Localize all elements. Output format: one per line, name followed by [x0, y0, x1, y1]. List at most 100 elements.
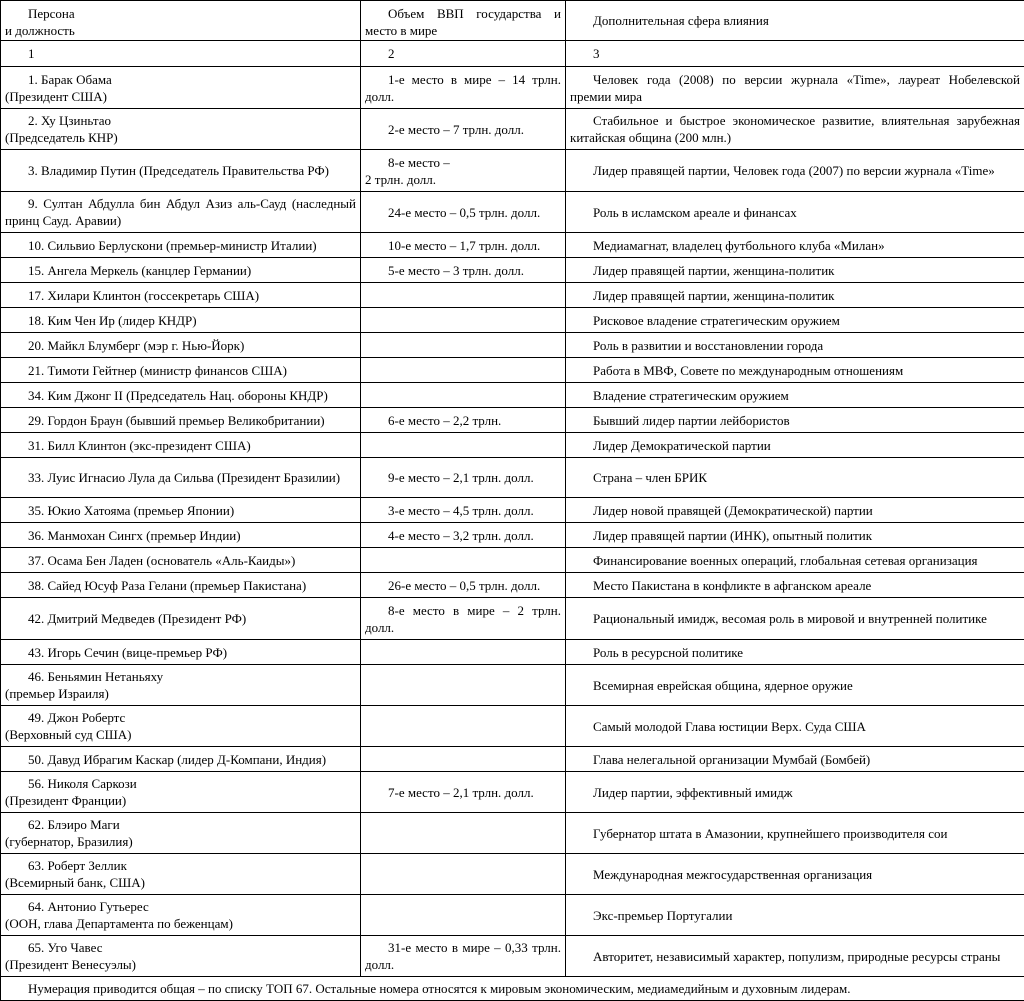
column-number: 1 — [1, 41, 361, 67]
footnote: Нумерация приводится общая – по списку Т… — [1, 977, 1024, 1001]
influence-cell: Работа в МВФ, Совете по международным от… — [566, 358, 1024, 383]
person-cell: 49. Джон Робертс (Верховный суд США) — [1, 706, 361, 747]
gdp-cell — [361, 640, 566, 665]
table-row: 20. Майкл Блумберг (мэр г. Нью-Йорк) Роль… — [1, 333, 1024, 358]
person-cell: 15. Ангела Меркель (канцлер Германии) — [1, 258, 361, 283]
table-row: 18. Ким Чен Ир (лидер КНДР) Рисковое влад… — [1, 308, 1024, 333]
influence-cell: Авторитет, независимый характер, популиз… — [566, 936, 1024, 977]
influence-cell: Финансирование военных операций, глобаль… — [566, 548, 1024, 573]
influence-cell: Лидер правящей партии, женщина-политик — [566, 283, 1024, 308]
table-row: 63. Роберт Зеллик (Всемирный банк, США) М… — [1, 854, 1024, 895]
influence-cell: Владение стратегическим оружием — [566, 383, 1024, 408]
person-cell: 18. Ким Чен Ир (лидер КНДР) — [1, 308, 361, 333]
influence-cell: Всемирная еврейская община, ядерное оруж… — [566, 665, 1024, 706]
gdp-cell — [361, 548, 566, 573]
header-cell: Объем ВВП государства и место в мире — [361, 1, 566, 41]
table-row: 56. Николя Саркози (Президент Франции)7-… — [1, 772, 1024, 813]
influence-cell: Роль в ресурсной политике — [566, 640, 1024, 665]
table-row: 29. Гордон Браун (бывший премьер Великоб… — [1, 408, 1024, 433]
gdp-cell — [361, 706, 566, 747]
table-row: 34. Ким Джонг II (Председатель Нац. обор… — [1, 383, 1024, 408]
gdp-cell: 2-е место – 7 трлн. долл. — [361, 109, 566, 150]
column-number-row: 1 2 3 — [1, 41, 1024, 67]
person-cell: 21. Тимоти Гейтнер (министр финансов США… — [1, 358, 361, 383]
gdp-cell: 8-е место в мире – 2 трлн. долл. — [361, 598, 566, 640]
person-cell: 36. Манмохан Сингх (премьер Индии) — [1, 523, 361, 548]
table-row: 31. Билл Клинтон (экс-президент США) Лиде… — [1, 433, 1024, 458]
person-cell: 42. Дмитрий Медведев (Президент РФ) — [1, 598, 361, 640]
gdp-cell: 5-е место – 3 трлн. долл. — [361, 258, 566, 283]
gdp-cell — [361, 665, 566, 706]
person-cell: 38. Сайед Юсуф Раза Гелани (премьер Паки… — [1, 573, 361, 598]
gdp-cell: 1-е место в мире – 14 трлн. долл. — [361, 67, 566, 109]
column-number: 3 — [566, 41, 1024, 67]
gdp-cell — [361, 854, 566, 895]
table-row: 43. Игорь Сечин (вице-премьер РФ)Роль в … — [1, 640, 1024, 665]
person-cell: 31. Билл Клинтон (экс-президент США) — [1, 433, 361, 458]
person-cell: 1. Барак Обама (Президент США) — [1, 67, 361, 109]
gdp-cell: 10-е место – 1,7 трлн. долл. — [361, 233, 566, 258]
gdp-cell — [361, 308, 566, 333]
influence-cell: Международная межгосударственная организ… — [566, 854, 1024, 895]
influence-cell: Экс-премьер Португалии — [566, 895, 1024, 936]
influence-cell: Рисковое владение стратегическим оружием — [566, 308, 1024, 333]
gdp-cell — [361, 895, 566, 936]
person-cell: 35. Юкио Хатояма (премьер Японии) — [1, 498, 361, 523]
person-cell: 46. Беньямин Нетаньяху (премьер Израиля) — [1, 665, 361, 706]
gdp-cell — [361, 383, 566, 408]
table-row: 15. Ангела Меркель (канцлер Германии)5-е… — [1, 258, 1024, 283]
column-number: 2 — [361, 41, 566, 67]
table-row: 62. Блэиро Маги (губернатор, Бразилия)Гу… — [1, 813, 1024, 854]
gdp-cell: 8-е место – 2 трлн. долл. — [361, 150, 566, 192]
influence-cell: Бывший лидер партии лейбористов — [566, 408, 1024, 433]
person-cell: 20. Майкл Блумберг (мэр г. Нью-Йорк) — [1, 333, 361, 358]
gdp-cell: 4-е место – 3,2 трлн. долл. — [361, 523, 566, 548]
gdp-cell — [361, 333, 566, 358]
table-row: 36. Манмохан Сингх (премьер Индии)4-е ме… — [1, 523, 1024, 548]
influence-cell: Лидер новой правящей (Демократической) п… — [566, 498, 1024, 523]
influence-cell: Рациональный имидж, весомая роль в миров… — [566, 598, 1024, 640]
table-row: 17. Хилари Клинтон (госсекретарь США) Лид… — [1, 283, 1024, 308]
person-cell: 33. Луис Игнасио Лула да Сильва (Президе… — [1, 458, 361, 498]
table-row: 49. Джон Робертс (Верховный суд США)Самы… — [1, 706, 1024, 747]
person-cell: 37. Осама Бен Ладен (основатель «Аль-Каи… — [1, 548, 361, 573]
header-row: Персона и должность Объем ВВП государств… — [1, 1, 1024, 41]
header-cell: Персона и должность — [1, 1, 361, 41]
influence-cell: Медиамагнат, владелец футбольного клуба … — [566, 233, 1024, 258]
gdp-cell: 24-е место – 0,5 трлн. долл. — [361, 192, 566, 233]
gdp-cell — [361, 283, 566, 308]
table-row: 65. Уго Чавес (Президент Венесуэлы)31-е … — [1, 936, 1024, 977]
person-cell: 50. Давуд Ибрагим Каскар (лидер Д-Компан… — [1, 747, 361, 772]
gdp-cell: 31-е место в мире – 0,33 трлн. долл. — [361, 936, 566, 977]
influence-cell: Лидер партии, эффективный имидж — [566, 772, 1024, 813]
person-cell: 56. Николя Саркози (Президент Франции) — [1, 772, 361, 813]
table-row: 21. Тимоти Гейтнер (министр финансов США… — [1, 358, 1024, 383]
table-row: 42. Дмитрий Медведев (Президент РФ)8-е м… — [1, 598, 1024, 640]
person-cell: 10. Сильвио Берлускони (премьер-министр … — [1, 233, 361, 258]
influence-cell: Стабильное и быстрое экономическое разви… — [566, 109, 1024, 150]
table-row: 2. Ху Цзиньтао (Председатель КНР)2-е мес… — [1, 109, 1024, 150]
person-cell: 63. Роберт Зеллик (Всемирный банк, США) — [1, 854, 361, 895]
gdp-cell — [361, 433, 566, 458]
person-cell: 64. Антонио Гутьерес (ООН, глава Департа… — [1, 895, 361, 936]
person-cell: 17. Хилари Клинтон (госсекретарь США) — [1, 283, 361, 308]
table-row: 9. Султан Абдулла бин Абдул Азиз аль-Сау… — [1, 192, 1024, 233]
influence-cell: Лидер Демократической партии — [566, 433, 1024, 458]
table-row: 3. Владимир Путин (Председатель Правител… — [1, 150, 1024, 192]
table-row: 64. Антонио Гутьерес (ООН, глава Департа… — [1, 895, 1024, 936]
influence-cell: Человек года (2008) по версии журнала «T… — [566, 67, 1024, 109]
person-cell: 9. Султан Абдулла бин Абдул Азиз аль-Сау… — [1, 192, 361, 233]
influence-cell: Роль в развитии и восстановлении города — [566, 333, 1024, 358]
header-cell: Дополнительная сфера влияния — [566, 1, 1024, 41]
gdp-cell: 26-е место – 0,5 трлн. долл. — [361, 573, 566, 598]
person-cell: 62. Блэиро Маги (губернатор, Бразилия) — [1, 813, 361, 854]
table-row: 50. Давуд Ибрагим Каскар (лидер Д-Компан… — [1, 747, 1024, 772]
influence-cell: Лидер правящей партии (ИНК), опытный пол… — [566, 523, 1024, 548]
gdp-cell: 3-е место – 4,5 трлн. долл. — [361, 498, 566, 523]
table-row: 37. Осама Бен Ладен (основатель «Аль-Каи… — [1, 548, 1024, 573]
table-row: 35. Юкио Хатояма (премьер Японии)3-е мес… — [1, 498, 1024, 523]
influence-cell: Лидер правящей партии, женщина-политик — [566, 258, 1024, 283]
table-row: 10. Сильвио Берлускони (премьер-министр … — [1, 233, 1024, 258]
gdp-cell — [361, 747, 566, 772]
